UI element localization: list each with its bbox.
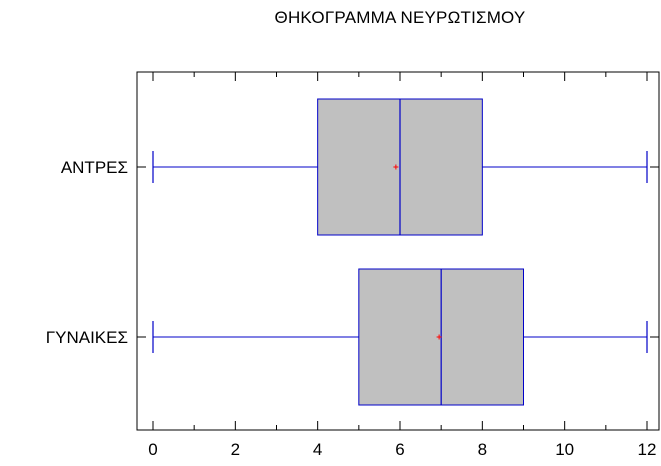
y-category-label: ΑΝΤΡΕΣ: [61, 158, 128, 177]
x-tick-label: 8: [478, 440, 487, 459]
chart-title: ΘΗΚΟΓΡΑΜΜΑ ΝΕΥΡΩΤΙΣΜΟΥ: [274, 8, 526, 27]
box-gynaikes: [152, 268, 648, 406]
x-tick-label: 12: [638, 440, 657, 459]
x-tick-label: 2: [231, 440, 240, 459]
boxes: [152, 98, 648, 406]
x-tick-label: 4: [313, 440, 322, 459]
box-antres: [152, 98, 648, 236]
x-tick-label: 0: [148, 440, 157, 459]
y-axis-categories: ΑΝΤΡΕΣ ΓΥΝΑΙΚΕΣ: [46, 158, 659, 347]
x-tick-label: 6: [395, 440, 404, 459]
y-category-label: ΓΥΝΑΙΚΕΣ: [46, 328, 128, 347]
x-tick-label: 10: [555, 440, 574, 459]
plot-frame: [136, 71, 660, 431]
x-axis: 0 2 4 6 8 10 12: [148, 72, 656, 459]
